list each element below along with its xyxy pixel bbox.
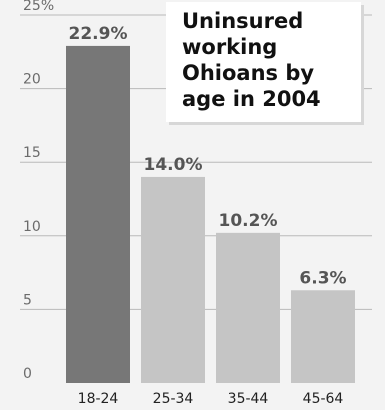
y-tick-label: 0	[23, 366, 32, 382]
x-tick-label: 18-24	[78, 391, 119, 407]
bar-value-label: 6.3%	[299, 268, 346, 288]
y-tick-label: 10	[23, 219, 41, 235]
bar	[291, 290, 355, 383]
bars	[66, 45, 355, 384]
chart-title-box: Uninsured working Ohioans by age in 2004	[166, 2, 361, 122]
bar	[66, 45, 130, 384]
bar-value-label: 22.9%	[69, 24, 128, 44]
y-tick-label: 20	[23, 72, 41, 88]
chart-title-line: working	[182, 35, 278, 59]
chart-title-line: Uninsured	[182, 9, 304, 33]
y-tick-label: 5	[23, 292, 32, 308]
y-tick-label: 25%	[23, 0, 54, 14]
x-tick-label: 25-34	[153, 391, 194, 407]
bar-value-label: 14.0%	[144, 155, 203, 175]
labels: 0 5 10 15 20 25% 22.9% 18-24 14.0% 25-34 10.2% 35-4…	[23, 0, 347, 407]
x-tick-label: 45-64	[303, 391, 344, 407]
chart-title-line: age in 2004	[182, 87, 321, 111]
y-tick-label: 15	[23, 145, 41, 161]
bar	[216, 232, 280, 383]
chart-title-line: Ohioans by	[182, 61, 315, 85]
bar	[141, 176, 205, 383]
bar-value-label: 10.2%	[219, 211, 278, 231]
x-tick-label: 35-44	[228, 391, 269, 407]
